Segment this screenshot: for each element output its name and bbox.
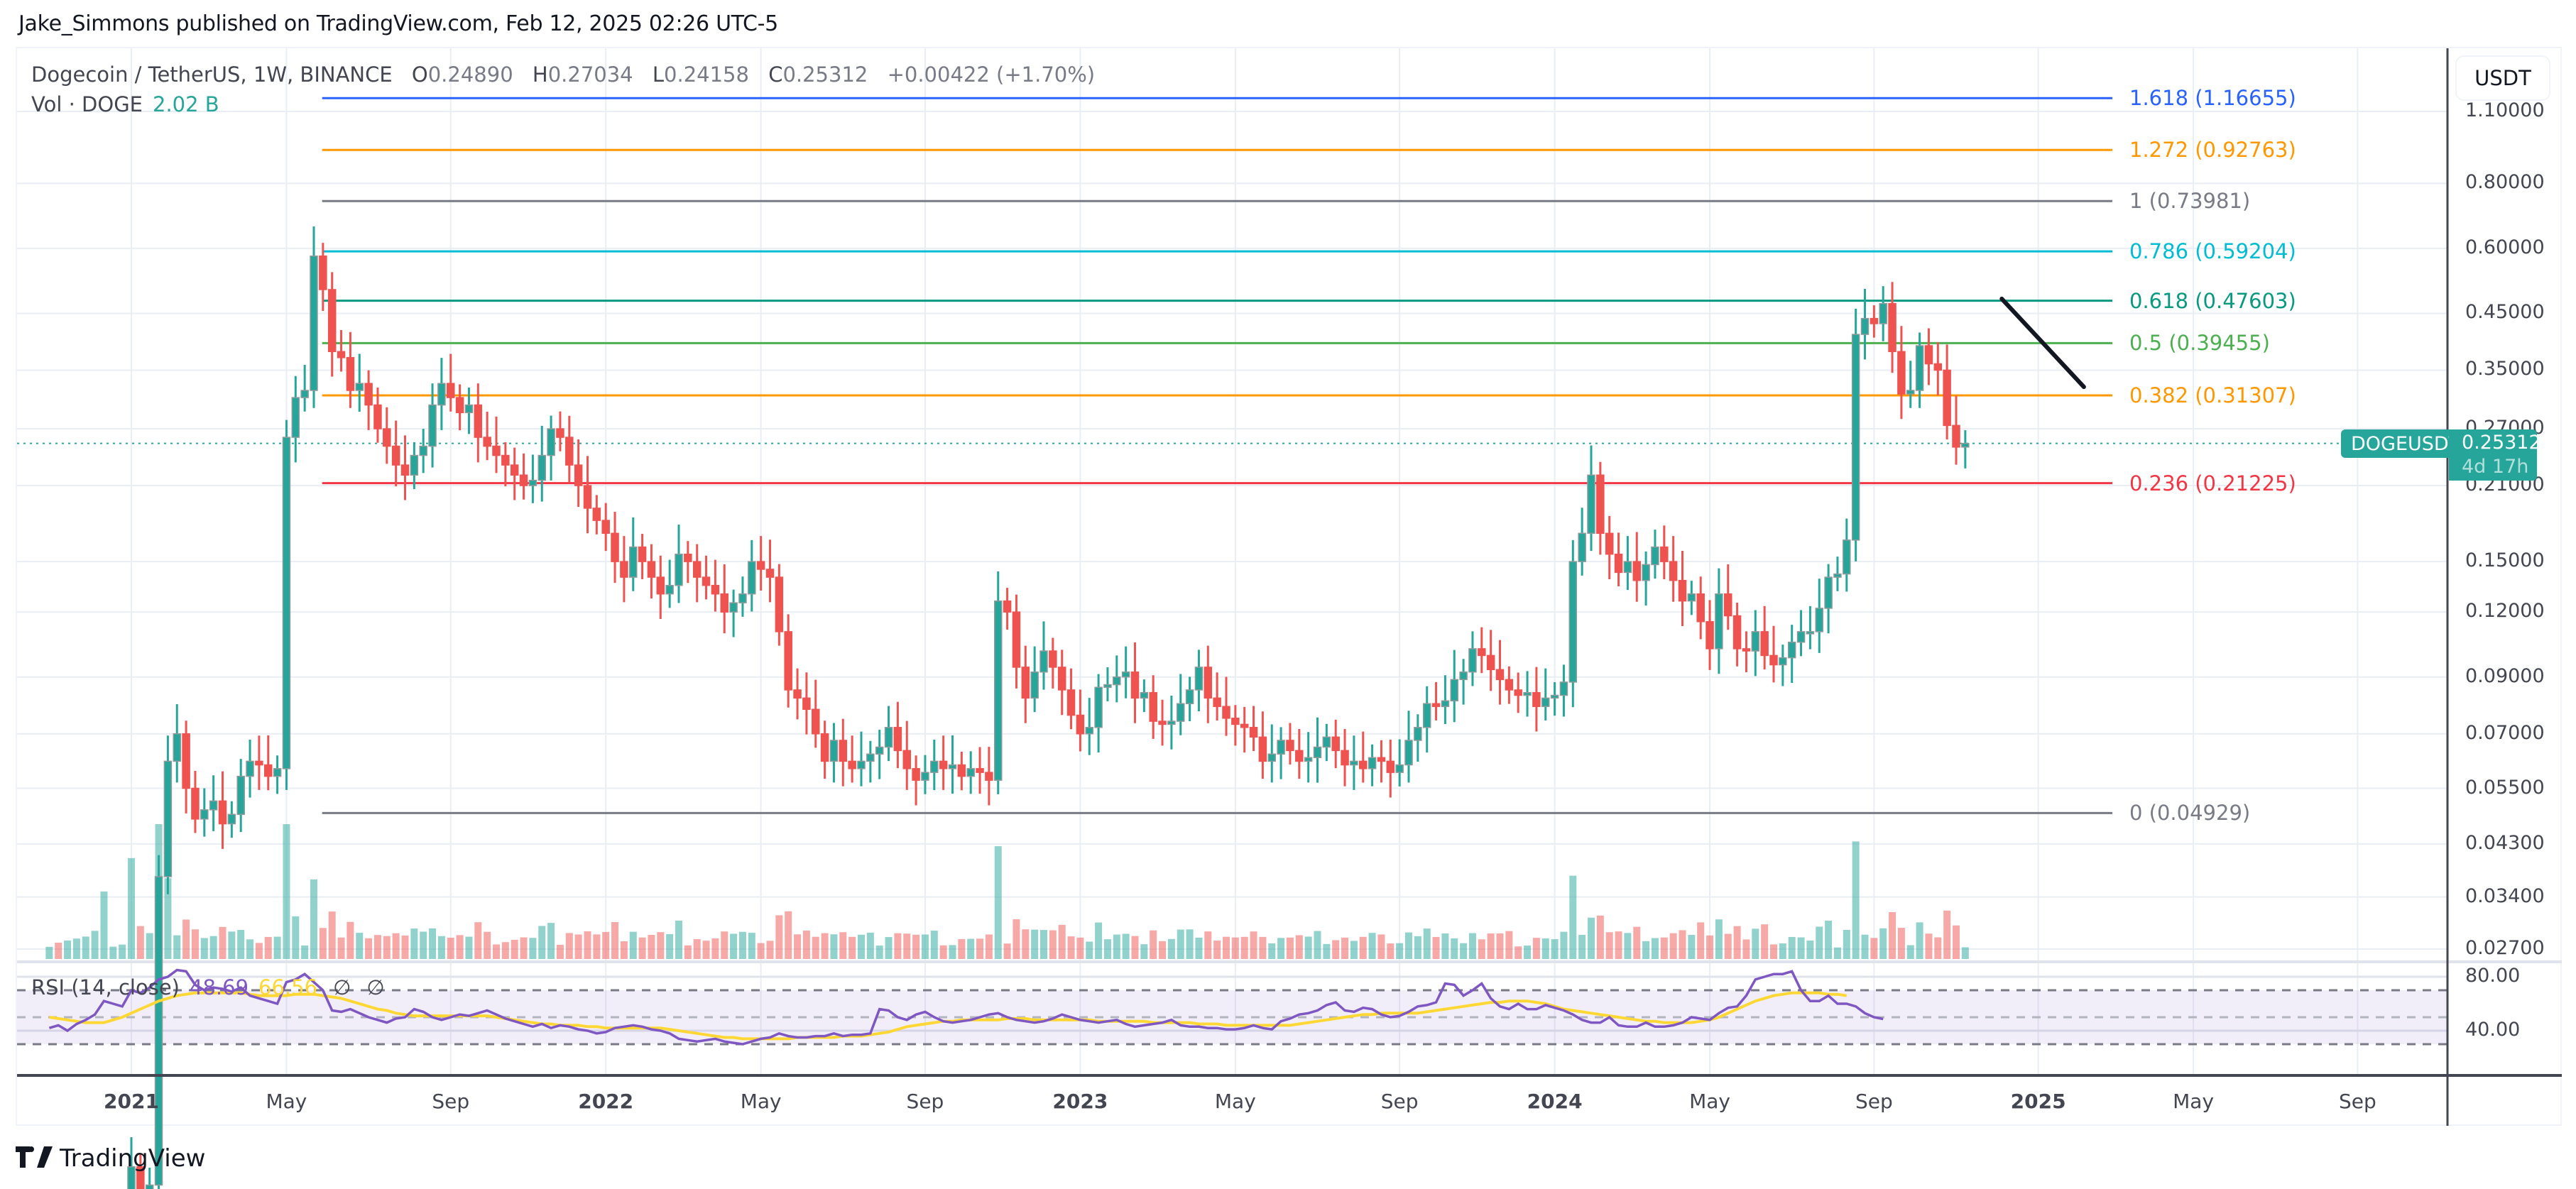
price-tick-label: 0.12000 [2465,600,2545,623]
axes [17,48,2562,1126]
volume-bars [45,824,1969,959]
symbol-title: Dogecoin / TetherUS, 1W, BINANCE [31,62,393,87]
symbol-legend[interactable]: Dogecoin / TetherUS, 1W, BINANCE O0.2489… [31,62,1095,87]
fib-label-1-618: 1.618 (1.16655) [2129,86,2296,111]
open-value: 0.24890 [427,62,513,87]
volume-label: Vol · DOGE [31,92,143,116]
price-tick-label: 0.60000 [2465,236,2545,258]
rsi-lines [48,968,1884,1046]
time-tick-label: May [1214,1090,1256,1113]
time-tick-label: 2021 [104,1090,159,1113]
time-tick-label: Sep [2339,1090,2376,1113]
time-tick-label: May [1689,1090,1730,1113]
open-label: O [411,62,428,87]
fib-label-1: 1 (0.73981) [2129,189,2251,214]
price-tick-label: 0.45000 [2465,301,2545,324]
time-tick-label: 2022 [578,1090,634,1113]
tradingview-mark-icon [16,1146,53,1168]
chart-frame [16,47,2562,1126]
price-tick-label: 0.02700 [2465,936,2545,959]
time-tick-label: 2023 [1052,1090,1108,1113]
rsi-ma-value: 66.56 [258,975,318,999]
rsi-na-2: ∅ [366,975,385,999]
price-tick-label: 0.03400 [2465,884,2545,907]
high-label: H [532,62,548,87]
price-tick-label: 0.80000 [2465,171,2545,194]
price-tick-label: 0.04300 [2465,831,2545,854]
tradingview-wordmark: TradingView [60,1144,206,1173]
low-label: L [652,62,665,87]
rsi-tick-label: 40.00 [2465,1019,2521,1041]
time-tick-label: Sep [432,1090,470,1113]
price-tick-label: 0.05500 [2465,776,2545,799]
bar-countdown: 4d 17h [2462,456,2529,478]
rsi-label: RSI (14, close) [31,975,180,999]
fib-label-1-272: 1.272 (0.92763) [2129,138,2296,163]
time-tick-label: Sep [906,1090,944,1113]
fib-label-0-236: 0.236 (0.21225) [2129,471,2296,495]
close-label: C [768,62,783,87]
time-tick-label: May [740,1090,782,1113]
grid-lines [17,48,2562,1075]
fibonacci-retracement[interactable] [322,97,2112,814]
price-tick-label: 0.15000 [2465,549,2545,572]
rsi-na-1: ∅ [333,975,351,999]
time-tick-label: May [266,1090,307,1113]
price-tick-label: 0.07000 [2465,721,2545,744]
fib-label-0-5: 0.5 (0.39455) [2129,331,2270,356]
time-tick-label: Sep [1855,1090,1893,1113]
fib-label-0-618: 0.618 (0.47603) [2129,288,2296,313]
volume-value: 2.02 B [153,92,219,116]
rsi-value: 48.69 [190,975,249,999]
high-value: 0.27034 [547,62,633,87]
rsi-tick-label: 80.00 [2465,965,2521,987]
price-tick-label: 0.35000 [2465,358,2545,380]
last-price-tag: 0.25312 4d 17h [2449,429,2541,481]
trendline[interactable] [1999,296,2086,390]
time-tick-label: 2024 [1527,1090,1583,1113]
tradingview-logo[interactable]: TradingView [16,1144,205,1173]
close-value: 0.25312 [782,62,868,87]
candlesticks [127,226,1970,1189]
time-tick-label: 2025 [2010,1090,2066,1113]
price-tick-label: 1.10000 [2465,99,2545,121]
fib-label-0: 0 (0.04929) [2129,801,2251,826]
fib-label-0-382: 0.382 (0.31307) [2129,383,2296,407]
price-tick-label: 0.09000 [2465,664,2545,687]
publisher-caption: Jake_Simmons published on TradingView.co… [18,11,778,36]
rsi-legend[interactable]: RSI (14, close) 48.69 66.56 ∅ ∅ [31,975,385,999]
time-tick-label: Sep [1380,1090,1419,1113]
low-value: 0.24158 [664,62,749,87]
symbol-price-tag: DOGEUSDT [2341,429,2471,458]
change-value: +0.00422 (+1.70%) [887,62,1096,87]
last-price-value: 0.25312 [2462,432,2541,454]
currency-button[interactable]: USDT [2455,55,2550,101]
volume-legend[interactable]: Vol · DOGE 2.02 B [31,92,219,116]
time-tick-label: May [2173,1090,2215,1113]
fib-label-0-786: 0.786 (0.59204) [2129,239,2296,264]
